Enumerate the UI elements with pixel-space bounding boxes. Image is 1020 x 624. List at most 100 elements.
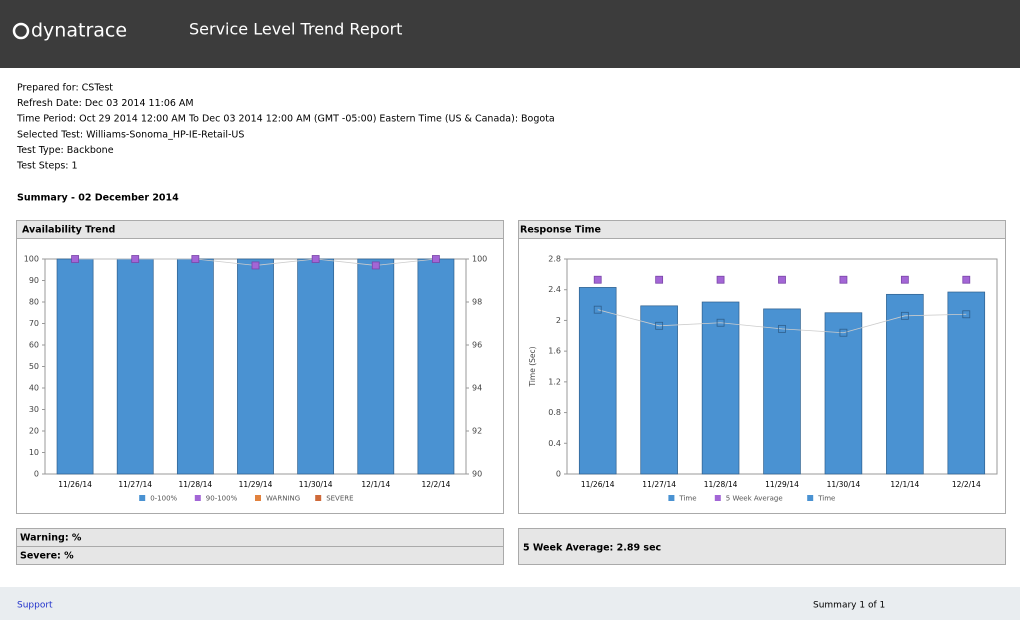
marker — [716, 318, 725, 327]
marker — [839, 328, 848, 337]
marker — [962, 310, 971, 319]
info-line: Prepared for: CSTest — [17, 83, 113, 94]
bar — [237, 258, 274, 475]
marker — [371, 261, 380, 270]
bar — [578, 287, 617, 475]
marker — [251, 261, 260, 270]
y-tick-label: 0.4 — [548, 439, 561, 448]
y2-tick-label: 100 — [472, 255, 487, 264]
bar — [763, 308, 801, 475]
bar — [116, 258, 154, 475]
legend-label: Time — [678, 495, 696, 503]
x-tick-label: 12/1/14 — [361, 480, 390, 489]
logo-icon — [12, 22, 30, 40]
severe: Severe: % — [20, 551, 74, 562]
y2-tick-label: 94 — [472, 384, 482, 393]
legend-swatch — [139, 495, 146, 501]
y-tick-label: 30 — [29, 405, 39, 414]
average: 5 Week Average: 2.89 sec — [523, 543, 661, 554]
legend-swatch — [714, 495, 721, 501]
y-tick-label: 0 — [34, 470, 39, 479]
marker — [593, 275, 602, 284]
x-tick-label: 12/2/14 — [421, 480, 450, 489]
y-tick-label: 20 — [29, 427, 39, 436]
bar — [886, 293, 924, 475]
x-tick-label: 11/29/14 — [765, 480, 799, 489]
bar — [824, 312, 863, 475]
y-tick-label: 2.4 — [548, 285, 561, 294]
marker — [778, 324, 786, 333]
bar — [357, 258, 395, 475]
y-tick-label: 2 — [556, 316, 561, 325]
x-tick-label: 11/26/14 — [581, 480, 615, 489]
x-tick-label: 12/2/14 — [952, 480, 981, 489]
y-tick-label: 0.8 — [548, 408, 561, 417]
bar — [947, 291, 986, 475]
legend-swatch — [255, 495, 261, 501]
y-tick-label: 50 — [29, 362, 39, 371]
marker — [839, 275, 848, 284]
warning: Warning: % — [20, 533, 82, 544]
panel-title: Response Time — [520, 225, 601, 236]
x-tick-label: 11/30/14 — [299, 480, 333, 489]
x-tick-label: 12/1/14 — [890, 480, 919, 489]
status-box — [16, 546, 504, 565]
y-tick-label: 1.2 — [548, 377, 561, 386]
x-tick-label: 11/27/14 — [642, 480, 676, 489]
header-bar — [0, 0, 1020, 68]
bar — [297, 258, 335, 475]
marker — [778, 275, 786, 284]
bar — [56, 258, 94, 475]
y-tick-label: 1.6 — [548, 347, 561, 356]
x-tick-label: 11/29/14 — [239, 480, 273, 489]
marker — [191, 255, 200, 263]
y2-tick-label: 98 — [472, 298, 482, 307]
y-tick-label: 0 — [556, 470, 561, 479]
bar — [417, 258, 455, 475]
info-line: Test Steps: 1 — [16, 161, 78, 172]
y-tick-label: 80 — [29, 298, 39, 307]
y2-tick-label: 90 — [472, 470, 482, 479]
y2-tick-label: 92 — [472, 427, 482, 436]
y2-tick-label: 96 — [472, 341, 482, 350]
bar — [640, 305, 678, 475]
marker — [71, 255, 79, 263]
legend-label: 0-100% — [150, 495, 177, 503]
x-tick-label: 11/30/14 — [827, 480, 861, 489]
marker — [962, 275, 971, 284]
report-title: Service Level Trend Report — [189, 20, 402, 39]
support-link[interactable]: Support — [17, 601, 53, 611]
legend-swatch — [668, 495, 675, 501]
status-box — [16, 528, 504, 547]
bar — [701, 301, 740, 475]
series-line — [597, 309, 967, 334]
legend-label: SEVERE — [326, 495, 353, 503]
y-tick-label: 90 — [29, 276, 39, 285]
marker — [655, 321, 664, 330]
x-tick-label: 11/26/14 — [58, 480, 92, 489]
x-tick-label: 11/28/14 — [179, 480, 213, 489]
legend-swatch — [315, 495, 322, 501]
marker — [900, 275, 909, 284]
info-line: Selected Test: Williams-Sonoma_HP-IE-Ret… — [17, 129, 244, 140]
x-tick-label: 11/28/14 — [704, 480, 738, 489]
logo: dynatrace — [31, 20, 127, 42]
y-axis-title: Time (Sec) — [528, 346, 537, 387]
marker — [900, 311, 909, 320]
legend-label: 90-100% — [206, 495, 238, 503]
y-tick-label: 100 — [24, 255, 39, 264]
summary: Summary - 02 December 2014 — [17, 193, 179, 204]
legend-label: WARNING — [266, 495, 300, 503]
info-line: Time Period: Oct 29 2014 12:00 AM To Dec… — [16, 114, 555, 125]
legend-swatch — [807, 495, 814, 501]
legend-swatch — [194, 495, 201, 501]
marker — [432, 255, 440, 263]
marker — [131, 255, 140, 263]
legend-label: Time — [817, 495, 835, 503]
y-tick-label: 40 — [29, 384, 39, 393]
y-tick-label: 2.8 — [548, 255, 561, 264]
page-count: Summary 1 of 1 — [813, 601, 885, 611]
marker — [593, 305, 602, 314]
